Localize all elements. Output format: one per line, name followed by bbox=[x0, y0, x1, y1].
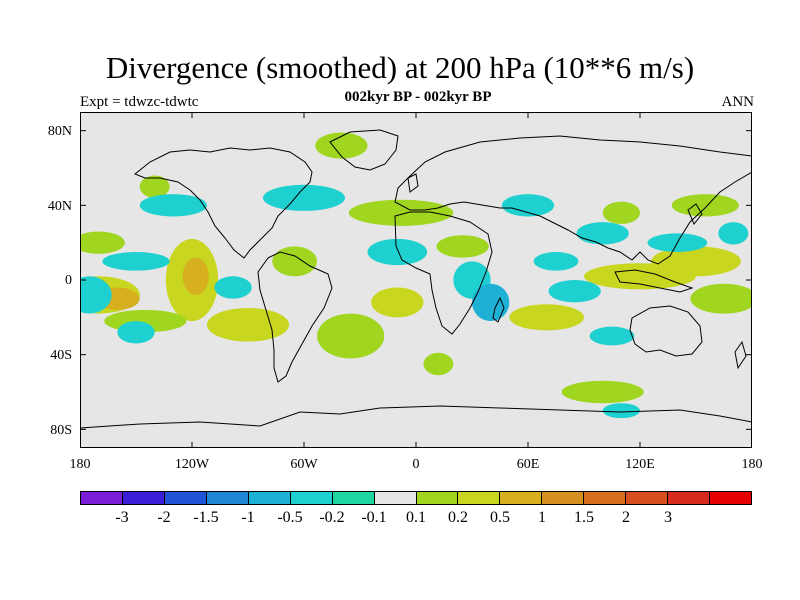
colorbar-swatch bbox=[374, 492, 417, 504]
x-tick-label: 180 bbox=[69, 457, 91, 472]
coast-maritime-continent bbox=[614, 269, 694, 293]
field-contour-blob bbox=[139, 194, 207, 217]
field-contour-blob bbox=[272, 246, 318, 277]
x-tick-label: 120E bbox=[625, 457, 655, 472]
field-contour-blob bbox=[214, 276, 252, 299]
tick-marks bbox=[80, 112, 752, 448]
coast-south-america bbox=[257, 251, 333, 383]
field-contour-blob bbox=[367, 238, 428, 266]
colorbar-label: -0.5 bbox=[277, 509, 303, 526]
colorbar-swatch bbox=[206, 492, 249, 504]
colorbar-swatch bbox=[290, 492, 333, 504]
field-layer bbox=[80, 132, 752, 419]
coast-greenland bbox=[329, 129, 399, 171]
field-contour-blob bbox=[690, 283, 752, 314]
colorbar-label: 3 bbox=[664, 509, 672, 526]
coast-africa bbox=[394, 211, 493, 335]
field-contour-blob bbox=[371, 287, 424, 318]
colorbar-swatch bbox=[626, 492, 669, 504]
field-contour-blob bbox=[182, 257, 209, 295]
field-contour-blob bbox=[561, 380, 644, 404]
coastlines bbox=[80, 129, 752, 429]
field-contour-blob bbox=[589, 326, 635, 346]
x-tick-label: 120W bbox=[174, 457, 210, 472]
field-contour-blob bbox=[80, 276, 112, 314]
colorbar-swatch bbox=[81, 492, 123, 504]
y-tick-label: 80S bbox=[50, 423, 72, 438]
colorbar-label: -2 bbox=[157, 509, 171, 526]
colorbar-label: -1.5 bbox=[193, 509, 219, 526]
y-tick-label: 40S bbox=[50, 348, 72, 363]
field-contour-blob bbox=[436, 235, 489, 258]
colorbar-label: 1.5 bbox=[574, 509, 594, 526]
field-contour-blob bbox=[80, 231, 125, 254]
field-contour-blob bbox=[509, 304, 584, 331]
field-contour-blob bbox=[262, 184, 346, 211]
colorbar-swatch bbox=[458, 492, 501, 504]
coast-japan bbox=[687, 203, 703, 225]
coast-australia bbox=[629, 305, 703, 357]
y-tick-label: 40N bbox=[47, 199, 72, 214]
field-contour-blob bbox=[718, 222, 749, 245]
field-contour-blob bbox=[501, 194, 555, 217]
field-contour-blob bbox=[139, 175, 170, 198]
y-tick-label: 80N bbox=[47, 124, 72, 139]
season-label: ANN bbox=[721, 94, 755, 110]
field-contour-blob bbox=[602, 201, 640, 224]
field-contour-blob bbox=[117, 321, 155, 344]
x-tick-label: 60W bbox=[290, 457, 318, 472]
colorbar-swatch bbox=[164, 492, 207, 504]
x-tick-label: 180 bbox=[741, 457, 763, 472]
map-canvas bbox=[80, 112, 752, 448]
coast-antarctica bbox=[80, 405, 752, 429]
colorbar-swatch bbox=[332, 492, 375, 504]
colorbar-label: 0.2 bbox=[448, 509, 468, 526]
x-tick-label: 60E bbox=[516, 457, 540, 472]
colorbar-swatch bbox=[668, 492, 711, 504]
colorbar-swatch bbox=[122, 492, 165, 504]
field-contour-blob bbox=[423, 352, 454, 376]
experiment-label: Expt = tdwzc-tdwtc bbox=[80, 94, 199, 110]
field-contour-blob bbox=[206, 308, 290, 342]
colorbar-label: -3 bbox=[115, 509, 129, 526]
field-contour-blob bbox=[348, 199, 454, 226]
colorbar bbox=[80, 491, 752, 505]
colorbar-swatch bbox=[248, 492, 291, 504]
field-contour-blob bbox=[317, 313, 385, 359]
page-title: Divergence (smoothed) at 200 hPa (10**6 … bbox=[105, 50, 695, 85]
colorbar-swatch bbox=[416, 492, 459, 504]
colorbar-label: 0.1 bbox=[406, 509, 426, 526]
colorbar-label: -1 bbox=[241, 509, 255, 526]
colorbar-label: 2 bbox=[622, 509, 630, 526]
field-contour-blob bbox=[102, 252, 170, 271]
field-contour-blob bbox=[651, 246, 741, 277]
field-contour-blob bbox=[548, 280, 601, 303]
field-contour-blob bbox=[602, 403, 640, 419]
period-subtitle: 002kyr BP - 002kyr BP bbox=[344, 89, 492, 105]
coast-north-america bbox=[134, 147, 313, 259]
coast-uk bbox=[407, 173, 419, 193]
field-contour-blob bbox=[576, 222, 629, 245]
colorbar-label: 0.5 bbox=[490, 509, 510, 526]
field-contour-blob bbox=[315, 132, 368, 159]
colorbar-swatch bbox=[710, 492, 751, 504]
field-contour-blob bbox=[533, 252, 579, 271]
x-tick-label: 0 bbox=[412, 457, 420, 472]
coast-eurasia bbox=[394, 135, 752, 265]
field-contour-blob bbox=[671, 194, 739, 217]
colorbar-label: 1 bbox=[538, 509, 546, 526]
coast-madagascar bbox=[492, 296, 505, 323]
map-plot bbox=[80, 112, 752, 448]
field-contour-blob bbox=[472, 283, 510, 322]
coast-new-zealand bbox=[734, 340, 747, 370]
y-tick-label: 0 bbox=[65, 273, 72, 288]
colorbar-label: -0.1 bbox=[361, 509, 387, 526]
colorbar-label: -0.2 bbox=[319, 509, 345, 526]
colorbar-swatch bbox=[500, 492, 543, 504]
colorbar-swatch bbox=[584, 492, 627, 504]
colorbar-swatch bbox=[542, 492, 585, 504]
